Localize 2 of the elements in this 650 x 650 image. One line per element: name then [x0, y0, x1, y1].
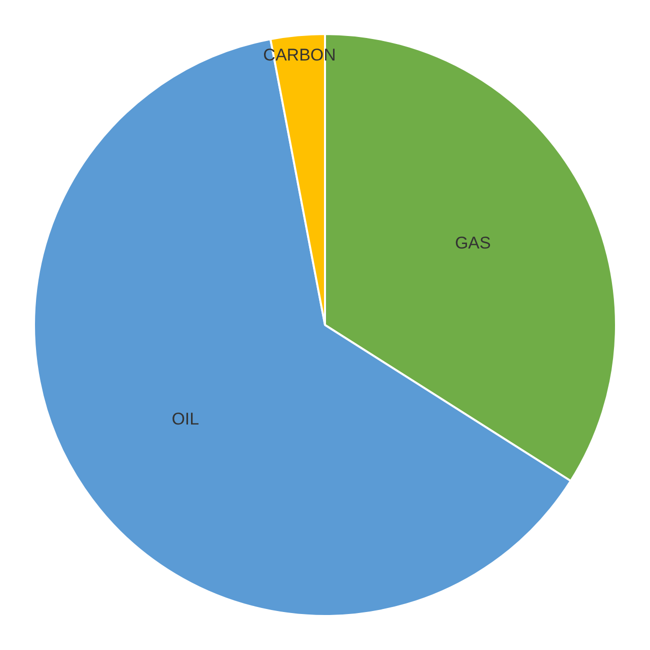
slice-label: OIL	[172, 410, 200, 429]
slice-label: GAS	[454, 233, 491, 252]
